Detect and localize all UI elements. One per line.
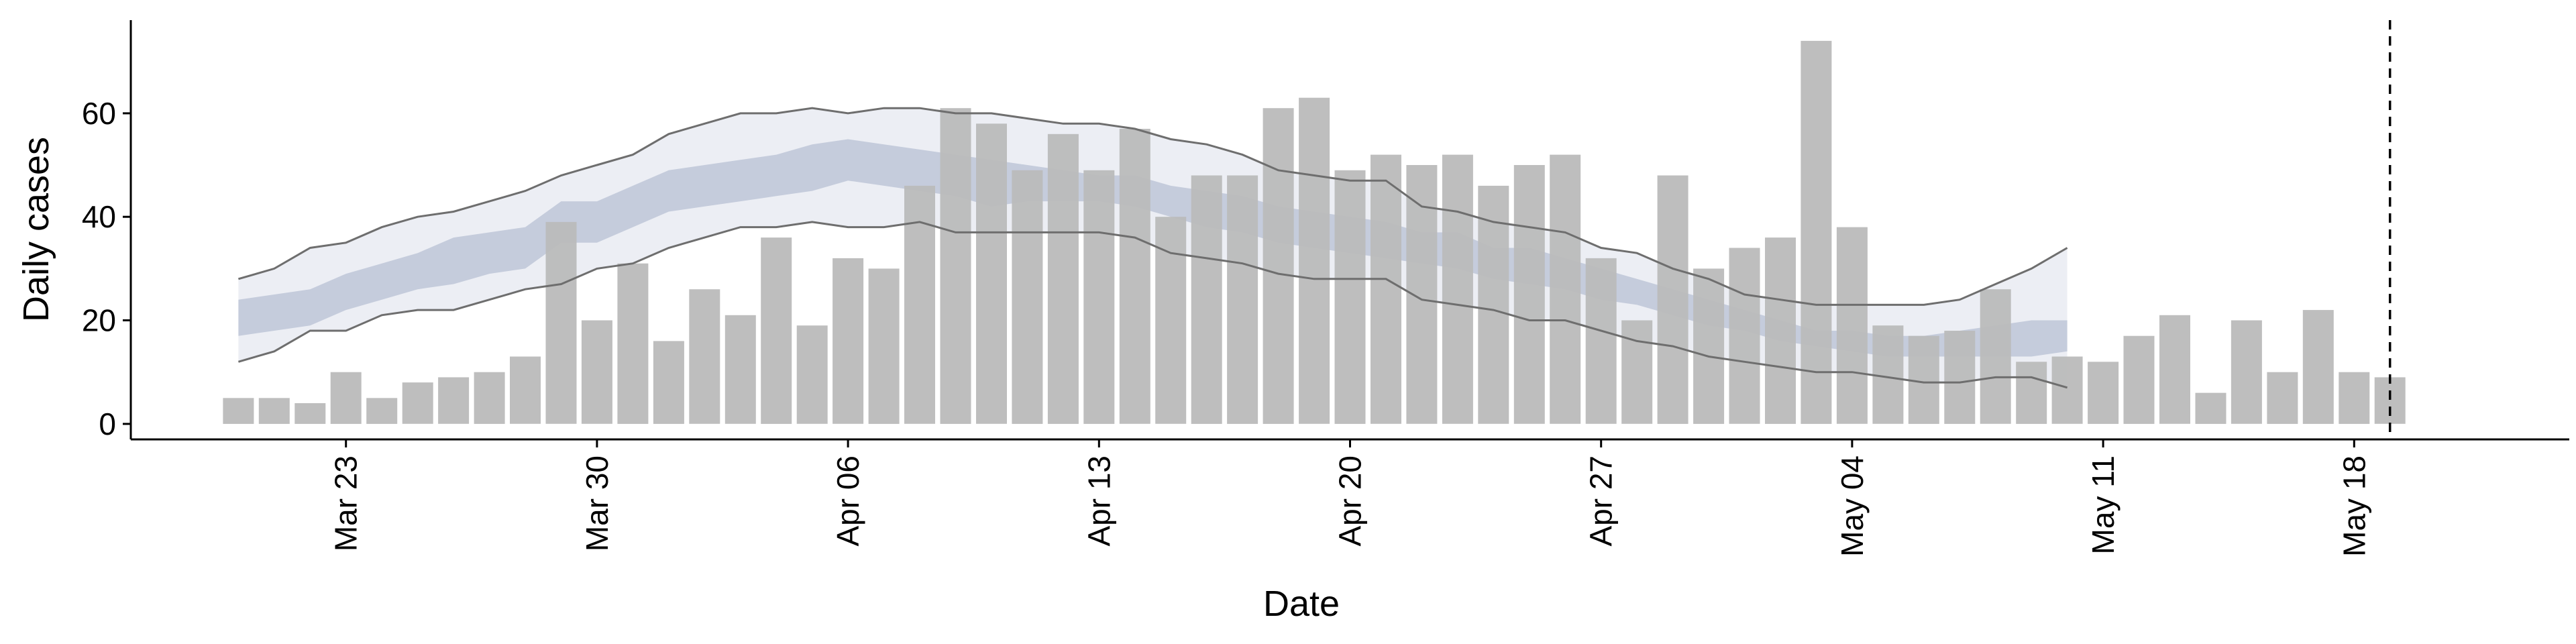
bar	[1371, 154, 1401, 424]
x-axis-title: Date	[1263, 584, 1340, 624]
y-tick-label: 60	[82, 96, 116, 131]
bar	[724, 315, 756, 424]
bar	[1908, 335, 1939, 424]
bar	[474, 372, 505, 424]
x-tick-label: Apr 27	[1584, 455, 1619, 547]
bar	[510, 356, 541, 424]
bar	[2267, 372, 2298, 424]
bar	[689, 289, 720, 424]
forecast-lines	[237, 107, 2068, 389]
bars	[223, 40, 2406, 424]
bar	[1980, 289, 2011, 424]
bar	[1478, 185, 1509, 424]
bar	[581, 320, 612, 424]
bar	[330, 372, 362, 424]
bar	[1334, 170, 1366, 424]
y-tick-label: 20	[82, 303, 116, 338]
bar	[1047, 133, 1079, 424]
bar	[402, 382, 433, 424]
y-ticks: 0 20 40 60	[82, 96, 131, 441]
bar	[2123, 335, 2155, 424]
bar	[1657, 175, 1688, 424]
bar	[2195, 392, 2226, 424]
bar	[1299, 97, 1330, 424]
x-tick-label: Mar 30	[580, 455, 614, 551]
bar	[1729, 248, 1760, 424]
bar	[2016, 362, 2047, 424]
bar	[2088, 362, 2119, 424]
bar	[761, 237, 792, 424]
bar	[1836, 227, 1868, 424]
bar	[833, 258, 864, 424]
x-tick-label: Mar 23	[329, 455, 364, 551]
y-axis-title: Daily cases	[16, 137, 56, 322]
y-tick-label: 0	[99, 407, 116, 441]
bar	[2374, 377, 2406, 424]
bar	[653, 341, 684, 424]
bar	[976, 123, 1007, 424]
bar	[1513, 165, 1545, 424]
bar	[796, 325, 828, 424]
bar	[438, 377, 470, 424]
x-tick-label: May 04	[1835, 455, 1870, 557]
x-ticks: Mar 23 Mar 30 Apr 06 Apr 13 Apr 20 Apr 27 May …	[329, 439, 2371, 557]
upper-line	[237, 107, 2068, 306]
bar	[2051, 356, 2083, 424]
x-tick-label: Apr 06	[830, 455, 865, 547]
x-tick-label: May 18	[2337, 455, 2371, 557]
lower-line	[237, 221, 2068, 389]
bar	[258, 398, 290, 424]
bar	[366, 398, 398, 424]
bar	[1550, 154, 1581, 424]
bar	[1693, 268, 1725, 424]
y-tick-label: 40	[82, 199, 116, 234]
bar	[2302, 310, 2334, 424]
bar	[1227, 175, 1258, 424]
bar	[1191, 175, 1222, 424]
x-tick-label: Apr 20	[1333, 455, 1368, 547]
bar	[1765, 237, 1796, 424]
bar	[2159, 315, 2190, 424]
bar	[294, 403, 326, 424]
bar	[1585, 258, 1617, 424]
bar	[1944, 331, 1976, 424]
bar	[1119, 129, 1150, 424]
bar	[1801, 40, 1832, 424]
bar	[1263, 108, 1294, 424]
bar	[1442, 154, 1473, 424]
bar	[1012, 170, 1043, 424]
bar	[2339, 372, 2370, 424]
bar	[1083, 170, 1115, 424]
x-tick-label: May 11	[2086, 455, 2121, 554]
inner-band	[238, 139, 2068, 357]
bar	[1872, 325, 1904, 424]
bar	[1155, 217, 1187, 424]
bar	[868, 268, 900, 424]
bar	[940, 108, 971, 424]
bar	[223, 398, 254, 424]
x-tick-label: Apr 13	[1081, 455, 1116, 547]
bar	[1621, 320, 1653, 424]
bar	[2231, 320, 2262, 424]
bar	[545, 221, 577, 424]
bar	[617, 263, 649, 424]
